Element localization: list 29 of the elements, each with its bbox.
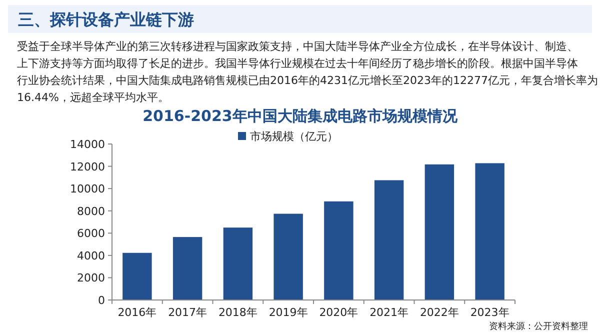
- text: 资料来源：公开资料整理: [489, 321, 588, 332]
- bar: [324, 201, 354, 300]
- bar: [223, 228, 253, 300]
- y-tick-label: 10000: [70, 182, 105, 196]
- x-tick-label: 2019年: [268, 306, 308, 319]
- text: 受益于全球半导体产业的第三次转移进程与国家政策支持，中国大陆半导体产业全方位成长，在半导体设计、制造、上下游支持等方面均取得了长足的进步。我国半导体行业规模在过去十年间经历了稳步增长的阶段。根据中国半导体行业协会统计结果，中国大陆集成电路销售规模已由2016年的4231亿元增长至2023年的12277亿元，年复合增长率为16.44%，远超全球平均水平。: [17, 40, 598, 104]
- text: 三、探针设备产业链下游: [18, 10, 194, 29]
- bar: [374, 180, 404, 300]
- chart-title: 2016-2023年中国大陆集成电路市场规模情况: [142, 107, 458, 125]
- bar: [424, 164, 454, 300]
- y-tick-label: 6000: [77, 227, 105, 240]
- x-tick-label: 2023年: [470, 306, 510, 319]
- y-tick-label: 8000: [77, 204, 105, 218]
- legend-label: 市场规模（亿元）: [250, 130, 338, 143]
- bar: [274, 214, 303, 300]
- y-tick-label: 12000: [70, 160, 105, 174]
- bar: [475, 163, 504, 300]
- x-tick-label: 2022年: [420, 306, 459, 319]
- x-tick-label: 2016年: [118, 306, 157, 319]
- y-tick-label: 14000: [70, 138, 105, 151]
- bar: [122, 252, 152, 300]
- y-tick-label: 0: [98, 294, 105, 307]
- x-tick-label: 2021年: [370, 306, 409, 319]
- x-tick-label: 2018年: [218, 306, 258, 319]
- y-tick-label: 2000: [77, 272, 105, 285]
- y-tick-label: 4000: [77, 249, 105, 262]
- x-tick-label: 2017年: [168, 306, 208, 319]
- x-tick-label: 2020年: [319, 306, 358, 319]
- bar: [172, 237, 202, 300]
